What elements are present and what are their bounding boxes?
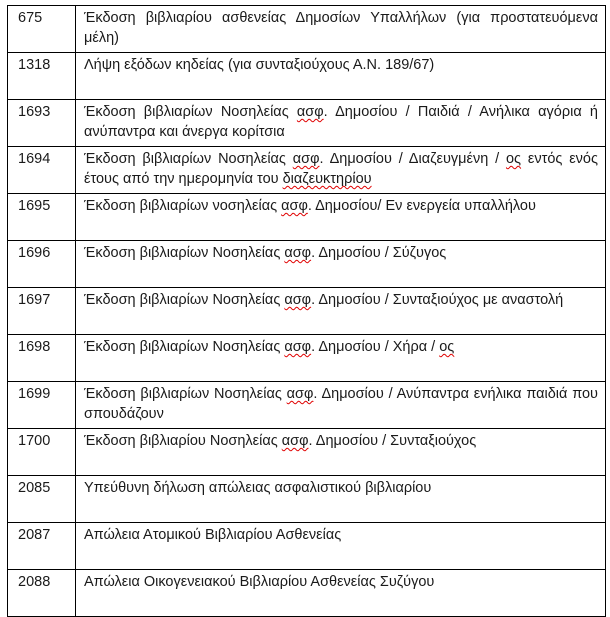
table-row: 1318 Λήψη εξόδων κηδείας (για συνταξιούχο… xyxy=(7,52,606,100)
description-text: Έκδοση βιβλιαρίων νοσηλείας xyxy=(84,198,282,214)
description-text: . Δημοσίου / Σύζυγος xyxy=(311,245,447,261)
table-row: 2085 Υπεύθυνη δήλωση απώλειας ασφαλιστικο… xyxy=(7,475,606,523)
misspelled-word: ασφ xyxy=(281,433,309,449)
service-description-cell: Έκδοση βιβλιαρίων Νοσηλείας ασφ. Δημοσίο… xyxy=(75,381,606,429)
table-row: 1694 Έκδοση βιβλιαρίων Νοσηλείας ασφ. Δημ… xyxy=(7,146,606,194)
misspelled-word: ασφ xyxy=(284,245,312,261)
description-text: Έκδοση βιβλιαρίων Νοσηλείας xyxy=(84,151,293,167)
description-text: Έκδοση βιβλιαρίων Νοσηλείας xyxy=(84,245,285,261)
service-description-cell: Απώλεια Οικογενειακού Βιβλιαρίου Ασθενεί… xyxy=(75,569,606,617)
misspelled-word: ος xyxy=(439,339,455,355)
table-row: 1698 Έκδοση βιβλιαρίων Νοσηλείας ασφ. Δημ… xyxy=(7,334,606,382)
description-text: Απώλεια Οικογενειακού Βιβλιαρίου Ασθενεί… xyxy=(84,574,435,590)
description-text: Απώλεια Ατομικού Βιβλιαρίου Ασθενείας xyxy=(84,527,342,543)
table-row: 1697 Έκδοση βιβλιαρίων Νοσηλείας ασφ. Δημ… xyxy=(7,287,606,335)
table-row: 1693 Έκδοση βιβλιαρίων Νοσηλείας ασφ. Δημ… xyxy=(7,99,606,147)
service-code-cell: 1318 xyxy=(7,52,76,100)
table-row: 1696 Έκδοση βιβλιαρίων Νοσηλείας ασφ. Δημ… xyxy=(7,240,606,288)
table-row: 1700 Έκδοση βιβλιαρίου Νοσηλείας ασφ. Δημ… xyxy=(7,428,606,476)
service-code-cell: 1695 xyxy=(7,193,76,241)
description-text: . Δημοσίου / Ανύπαντρα ενήλικα παιδιά πο… xyxy=(84,386,598,422)
service-code-cell: 2085 xyxy=(7,475,76,523)
service-code-cell: 1693 xyxy=(7,99,76,147)
description-text: Έκδοση βιβλιαρίων Νοσηλείας xyxy=(84,104,297,120)
description-text: . Δημοσίου / Παιδιά / Ανήλικα αγόρια ή α… xyxy=(84,104,598,140)
service-code-cell: 1699 xyxy=(7,381,76,429)
table-row: 1695 Έκδοση βιβλιαρίων νοσηλείας ασφ. Δημ… xyxy=(7,193,606,241)
misspelled-word: ασφ xyxy=(296,104,324,120)
service-code-cell: 1700 xyxy=(7,428,76,476)
table-row: 2087 Απώλεια Ατομικού Βιβλιαρίου Ασθενεία… xyxy=(7,522,606,570)
description-text: Λήψη εξόδων κηδείας (για συνταξιούχους Α… xyxy=(84,57,435,73)
service-description-cell: Έκδοση βιβλιαρίων νοσηλείας ασφ. Δημοσίο… xyxy=(75,193,606,241)
service-description-cell: Λήψη εξόδων κηδείας (για συνταξιούχους Α… xyxy=(75,52,606,100)
service-code-cell: 675 xyxy=(7,5,76,53)
description-text: . Δημοσίου / Χήρα / xyxy=(311,339,440,355)
service-code-cell: 1696 xyxy=(7,240,76,288)
table-row: 675 Έκδοση βιβλιαρίου ασθενείας Δημοσίων … xyxy=(7,5,606,53)
description-text: . Δημοσίου / Συνταξιούχος xyxy=(308,433,477,449)
service-description-cell: Έκδοση βιβλιαρίων Νοσηλείας ασφ. Δημοσίο… xyxy=(75,146,606,194)
service-description-cell: Έκδοση βιβλιαρίου ασθενείας Δημοσίων Υπα… xyxy=(75,5,606,53)
description-text: εντός ενός έτους από την ημερομηνία του xyxy=(84,151,598,187)
description-text: . Δημοσίου/ Εν ενεργεία υπαλλήλου xyxy=(307,198,536,214)
misspelled-word: ασφ xyxy=(284,292,312,308)
table-row: 2088 Απώλεια Οικογενειακού Βιβλιαρίου Ασθ… xyxy=(7,569,606,617)
service-description-cell: Έκδοση βιβλιαρίων Νοσηλείας ασφ. Δημοσίο… xyxy=(75,334,606,382)
service-description-cell: Έκδοση βιβλιαρίων Νοσηλείας ασφ. Δημοσίο… xyxy=(75,287,606,335)
misspelled-word: ασφ xyxy=(286,386,314,402)
description-text: Έκδοση βιβλιαρίων Νοσηλείας xyxy=(84,339,285,355)
misspelled-word: ασφ xyxy=(281,198,308,214)
misspelled-word: ασφ xyxy=(284,339,312,355)
misspelled-word: ασφ xyxy=(292,151,320,167)
service-description-cell: Έκδοση βιβλιαρίων Νοσηλείας ασφ. Δημοσίο… xyxy=(75,240,606,288)
table-row: 1699 Έκδοση βιβλιαρίων Νοσηλείας ασφ. Δημ… xyxy=(7,381,606,429)
description-text: Έκδοση βιβλιαρίου ασθενείας Δημοσίων Υπα… xyxy=(84,10,598,46)
service-code-cell: 1698 xyxy=(7,334,76,382)
service-description-cell: Έκδοση βιβλιαρίου Νοσηλείας ασφ. Δημοσίο… xyxy=(75,428,606,476)
description-text: Υπεύθυνη δήλωση απώλειας ασφαλιστικού βι… xyxy=(84,480,432,496)
misspelled-word: διαζευκτηρίου xyxy=(282,171,372,187)
service-description-cell: Υπεύθυνη δήλωση απώλειας ασφαλιστικού βι… xyxy=(75,475,606,523)
service-description-cell: Απώλεια Ατομικού Βιβλιαρίου Ασθενείας xyxy=(75,522,606,570)
service-code-cell: 2087 xyxy=(7,522,76,570)
services-table-body: 675 Έκδοση βιβλιαρίου ασθενείας Δημοσίων … xyxy=(7,5,606,617)
services-table: 675 Έκδοση βιβλιαρίου ασθενείας Δημοσίων … xyxy=(7,5,606,617)
service-code-cell: 1694 xyxy=(7,146,76,194)
description-text: . Δημοσίου / Διαζευγμένη / xyxy=(319,151,506,167)
description-text: Έκδοση βιβλιαρίου Νοσηλείας xyxy=(84,433,282,449)
service-code-cell: 1697 xyxy=(7,287,76,335)
description-text: Έκδοση βιβλιαρίων Νοσηλείας xyxy=(84,292,285,308)
service-description-cell: Έκδοση βιβλιαρίων Νοσηλείας ασφ. Δημοσίο… xyxy=(75,99,606,147)
description-text: Έκδοση βιβλιαρίων Νοσηλείας xyxy=(84,386,287,402)
misspelled-word: ος xyxy=(505,151,522,167)
description-text: . Δημοσίου / Συνταξιούχος με αναστολή xyxy=(311,292,564,308)
service-code-cell: 2088 xyxy=(7,569,76,617)
